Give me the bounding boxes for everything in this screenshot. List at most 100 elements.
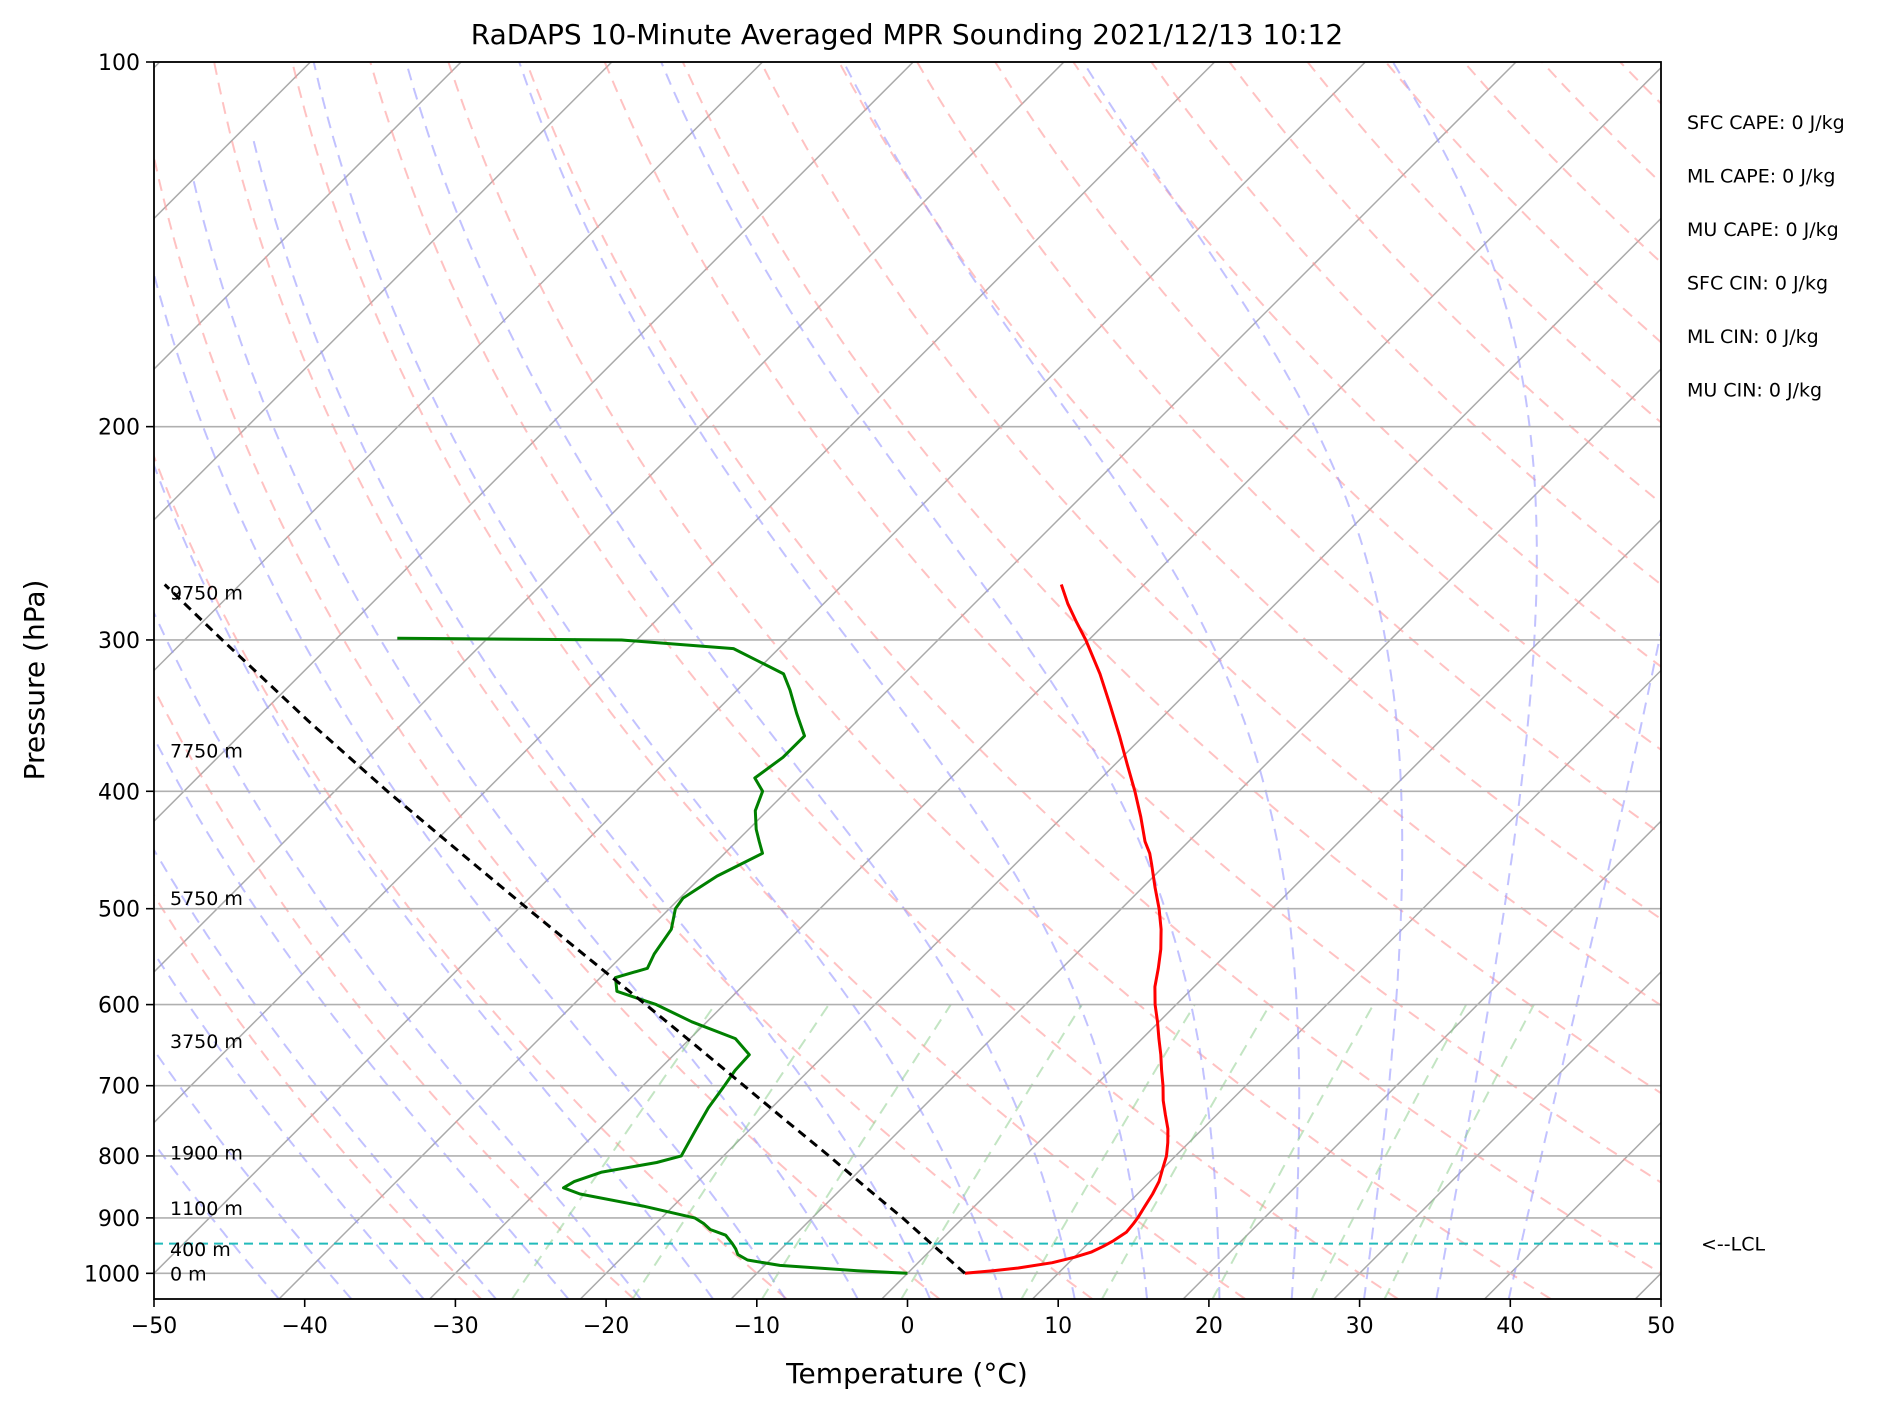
plot-frame: [153, 61, 1662, 1300]
dry-adiabat-line: [916, 62, 1661, 835]
isotherm-line: [1484, 1121, 1661, 1299]
isotherm-line: [154, 62, 462, 371]
isotherm-line: [1786, 62, 1882, 1299]
height-label: 5750 m: [170, 888, 243, 910]
parameter-label: MU CIN: 0 J/kg: [1687, 380, 1822, 402]
parameter-list: SFC CAPE: 0 J/kg ML CAPE: 0 J/kg MU CAPE: …: [1687, 112, 1845, 402]
isotherm-line: [0, 62, 9, 1299]
dry-adiabat-line: [213, 62, 1093, 1299]
x-tick-label: 10: [1044, 1314, 1072, 1339]
moist-adiabat-line: [842, 62, 1301, 1299]
isotherm-line: [1182, 820, 1661, 1299]
y-tick-label: 500: [98, 898, 140, 923]
height-label: 400 m: [170, 1239, 231, 1261]
x-tick-label: 50: [1647, 1314, 1675, 1339]
isotherm-line: [278, 62, 1517, 1299]
height-label: 3750 m: [170, 1031, 243, 1053]
moist-adiabat-line: [660, 62, 1221, 1299]
dry-adiabat-line: [681, 62, 1661, 1095]
height-label: 0 m: [170, 1263, 207, 1285]
y-tick-label: 600: [98, 994, 140, 1019]
dry-adiabat-line: [760, 62, 1661, 1007]
moist-adiabat-line: [154, 736, 570, 1299]
x-tick-label: −40: [281, 1314, 327, 1339]
dry-adiabat-line: [838, 62, 1661, 921]
temperature-line: [964, 584, 1170, 1275]
moist-adiabat-line: [1082, 62, 1404, 1299]
isotherm-line: [1333, 970, 1661, 1299]
isotherm-line: [730, 368, 1661, 1299]
height-label: 1100 m: [170, 1198, 243, 1220]
lcl-label: <--LCL: [1701, 1234, 1765, 1256]
y-tick-label: 800: [98, 1145, 140, 1170]
isotherm-line: [154, 62, 764, 672]
mixing-ratio-line: [1311, 1004, 1468, 1299]
background-lines: [0, 62, 1882, 1299]
moist-adiabat-line: [1392, 62, 1538, 1299]
dry-adiabat-line: [1072, 62, 1661, 668]
y-tick-label: 200: [98, 416, 140, 441]
dry-adiabat-line: [1306, 62, 1661, 424]
dry-adiabat-line: [1463, 62, 1661, 264]
y-tick-label: 300: [98, 629, 140, 654]
height-labels: 9750 m 7750 m 5750 m 3750 m 1900 m 1100 m 400 …: [170, 582, 243, 1285]
mixing-ratio-line: [761, 1004, 952, 1299]
dry-adiabat-line: [291, 62, 1246, 1299]
isotherm-line: [154, 62, 1065, 973]
dry-adiabat-line: [154, 893, 482, 1299]
x-tick-label: −30: [432, 1314, 478, 1339]
x-tick-label: −50: [131, 1314, 177, 1339]
isotherm-line: [1031, 669, 1661, 1299]
mixing-ratio-line: [1383, 1004, 1535, 1299]
mixing-ratio-line: [1211, 1004, 1375, 1299]
pressure-gridlines: [154, 61, 1661, 1275]
parcel-line: [163, 583, 966, 1275]
isotherm-line: [429, 66, 1661, 1299]
moist-adiabat-line: [518, 62, 1149, 1299]
isotherm-line: [1634, 1272, 1661, 1299]
height-label: 9750 m: [170, 582, 243, 604]
y-tick-label: 1000: [84, 1262, 140, 1287]
parameter-label: SFC CIN: 0 J/kg: [1687, 273, 1828, 295]
y-axis-ticks: 100 200 300 400 500 600 700 800 900 1000: [84, 51, 154, 1287]
x-tick-label: 20: [1195, 1314, 1223, 1339]
height-label: 7750 m: [170, 740, 243, 762]
x-tick-label: 0: [901, 1314, 915, 1339]
dry-adiabat-line: [603, 62, 1661, 1184]
isotherm-line: [154, 62, 1366, 1275]
dewpoint-line: [397, 636, 908, 1275]
parameter-label: SFC CAPE: 0 J/kg: [1687, 112, 1845, 134]
dry-adiabat-line: [447, 62, 1552, 1299]
dry-adiabat-line: [369, 62, 1399, 1299]
moist-adiabat-line: [312, 62, 1004, 1299]
dry-adiabat-line: [154, 453, 788, 1299]
moist-adiabat-line: [154, 951, 425, 1299]
mixing-ratio-line: [631, 1004, 830, 1299]
isotherm-line: [881, 518, 1661, 1299]
dry-adiabat-line: [154, 686, 635, 1299]
dry-adiabat-line: [1228, 62, 1661, 505]
dry-adiabat-line: [525, 62, 1661, 1275]
parameter-label: ML CAPE: 0 J/kg: [1687, 166, 1835, 188]
dry-adiabat-line: [1619, 62, 1661, 105]
mixing-ratio-line: [1020, 1004, 1196, 1299]
mixing-ratio-line: [900, 1004, 1083, 1299]
y-tick-label: 700: [98, 1075, 140, 1100]
y-tick-label: 900: [98, 1207, 140, 1232]
isotherm-line: [579, 217, 1661, 1299]
dry-adiabat-line: [994, 62, 1661, 752]
x-axis-ticks: −50 −40 −30 −20 −10 0 10 20 30 40 50: [131, 1299, 1675, 1339]
moist-adiabat-line: [154, 848, 497, 1299]
parameter-label: MU CAPE: 0 J/kg: [1687, 219, 1839, 241]
y-axis-label: Pressure (hPa): [18, 580, 51, 781]
moist-adiabat-line: [154, 610, 642, 1299]
height-label: 1900 m: [170, 1143, 243, 1165]
mixing-ratio-line: [511, 1004, 716, 1299]
dry-adiabat-line: [1150, 62, 1661, 586]
mixing-ratio-line: [1101, 1004, 1271, 1299]
x-tick-label: 40: [1496, 1314, 1524, 1339]
x-tick-label: −20: [583, 1314, 629, 1339]
isotherm-line: [154, 62, 1216, 1124]
dry-adiabat-line: [1541, 62, 1661, 185]
